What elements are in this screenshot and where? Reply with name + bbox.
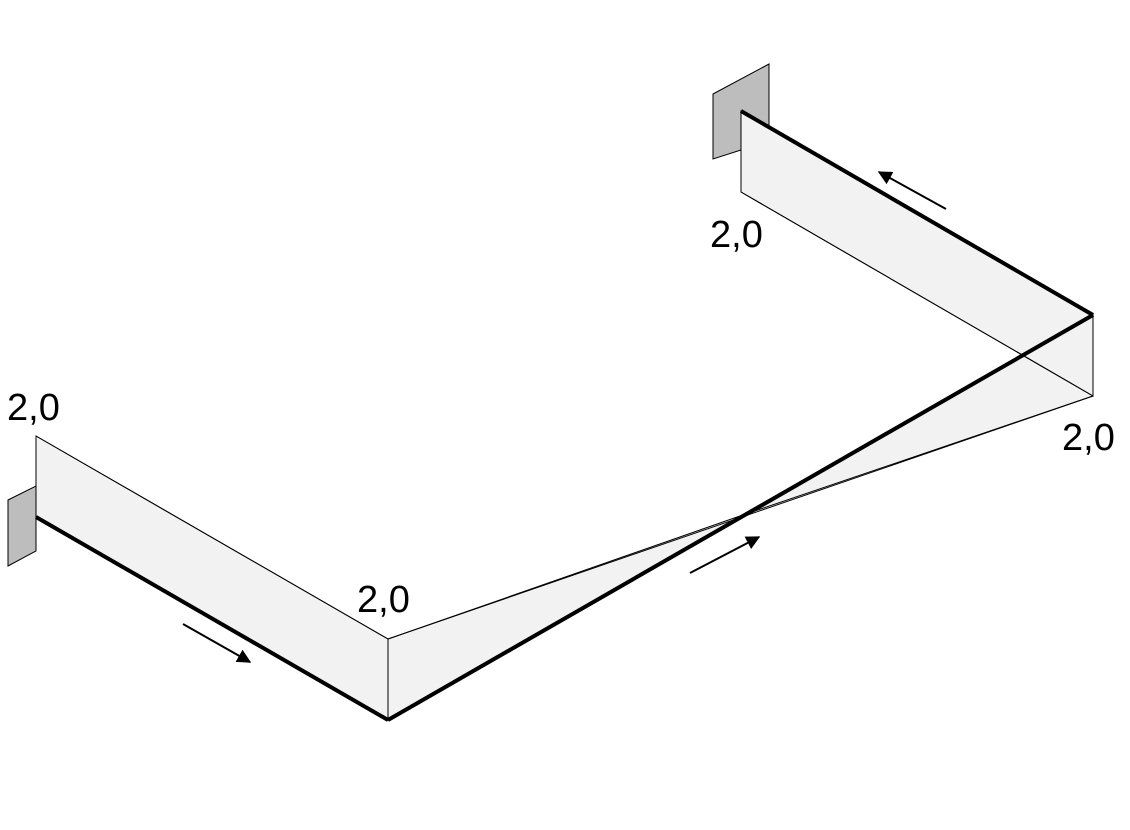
right-diagram-edge xyxy=(740,191,1094,397)
left-member-arrow xyxy=(182,623,252,663)
label-right-corner: 2,0 xyxy=(1062,417,1115,459)
left-diagram-edge xyxy=(35,435,389,640)
right-member-diagram xyxy=(740,110,1094,397)
left-support xyxy=(7,485,37,567)
left-member-diagram xyxy=(35,435,389,721)
diagonal-member-arrow xyxy=(689,536,761,574)
right-member-arrow xyxy=(877,171,947,210)
label-bottom-corner: 2,0 xyxy=(357,579,410,621)
label-top-left-end: 2,0 xyxy=(7,387,60,429)
label-top-right-end: 2,0 xyxy=(710,214,763,256)
diagonal-member xyxy=(387,313,1094,722)
right-member xyxy=(739,109,1095,317)
left-member xyxy=(35,515,389,722)
